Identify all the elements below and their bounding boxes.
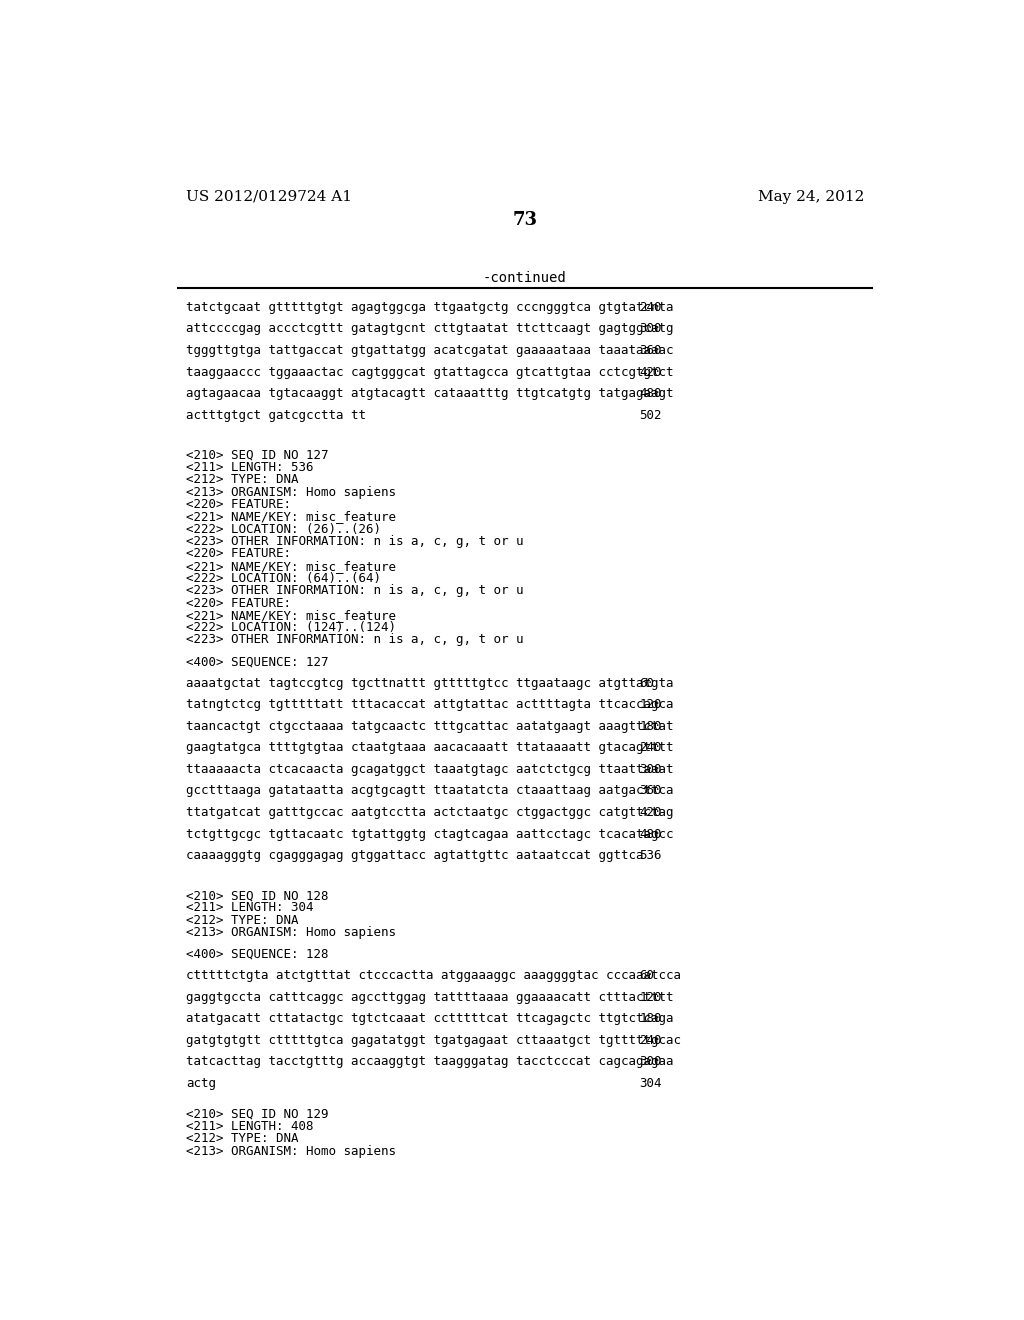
Text: 60: 60	[640, 677, 654, 689]
Text: gaggtgccta catttcaggc agccttggag tattttaaaa ggaaaacatt ctttactttt: gaggtgccta catttcaggc agccttggag tatttta…	[186, 991, 674, 1003]
Text: <222> LOCATION: (124)..(124): <222> LOCATION: (124)..(124)	[186, 622, 396, 634]
Text: <211> LENGTH: 408: <211> LENGTH: 408	[186, 1121, 313, 1133]
Text: 502: 502	[640, 409, 662, 421]
Text: 300: 300	[640, 1056, 662, 1068]
Text: <221> NAME/KEY: misc_feature: <221> NAME/KEY: misc_feature	[186, 560, 396, 573]
Text: 180: 180	[640, 1012, 662, 1026]
Text: 300: 300	[640, 763, 662, 776]
Text: <212> TYPE: DNA: <212> TYPE: DNA	[186, 1133, 299, 1146]
Text: <223> OTHER INFORMATION: n is a, c, g, t or u: <223> OTHER INFORMATION: n is a, c, g, t…	[186, 634, 523, 647]
Text: 420: 420	[640, 366, 662, 379]
Text: <222> LOCATION: (26)..(26): <222> LOCATION: (26)..(26)	[186, 523, 381, 536]
Text: 536: 536	[640, 849, 662, 862]
Text: <212> TYPE: DNA: <212> TYPE: DNA	[186, 474, 299, 486]
Text: tatcacttag tacctgtttg accaaggtgt taagggatag tacctcccat cagcagagaa: tatcacttag tacctgtttg accaaggtgt taaggga…	[186, 1056, 674, 1068]
Text: actttgtgct gatcgcctta tt: actttgtgct gatcgcctta tt	[186, 409, 367, 421]
Text: <210> SEQ ID NO 128: <210> SEQ ID NO 128	[186, 890, 329, 902]
Text: ttatgatcat gatttgccac aatgtcctta actctaatgc ctggactggc catgttctag: ttatgatcat gatttgccac aatgtcctta actctaa…	[186, 807, 674, 818]
Text: gaagtatgca ttttgtgtaa ctaatgtaaa aacacaaatt ttataaaatt gtacagtttt: gaagtatgca ttttgtgtaa ctaatgtaaa aacacaa…	[186, 742, 674, 754]
Text: 304: 304	[640, 1077, 662, 1090]
Text: ttaaaaacta ctcacaacta gcagatggct taaatgtagc aatctctgcg ttaattaaat: ttaaaaacta ctcacaacta gcagatggct taaatgt…	[186, 763, 674, 776]
Text: tctgttgcgc tgttacaatc tgtattggtg ctagtcagaa aattcctagc tcacatagcc: tctgttgcgc tgttacaatc tgtattggtg ctagtca…	[186, 828, 674, 841]
Text: 240: 240	[640, 301, 662, 314]
Text: taaggaaccc tggaaactac cagtgggcat gtattagcca gtcattgtaa cctcgtgtct: taaggaaccc tggaaactac cagtgggcat gtattag…	[186, 366, 674, 379]
Text: <221> NAME/KEY: misc_feature: <221> NAME/KEY: misc_feature	[186, 609, 396, 622]
Text: 360: 360	[640, 345, 662, 356]
Text: -continued: -continued	[483, 271, 566, 285]
Text: 120: 120	[640, 991, 662, 1003]
Text: 180: 180	[640, 719, 662, 733]
Text: <220> FEATURE:: <220> FEATURE:	[186, 597, 291, 610]
Text: <210> SEQ ID NO 127: <210> SEQ ID NO 127	[186, 449, 329, 462]
Text: atatgacatt cttatactgc tgtctcaaat cctttttcat ttcagagctc ttgtctcaga: atatgacatt cttatactgc tgtctcaaat ccttttt…	[186, 1012, 674, 1026]
Text: <213> ORGANISM: Homo sapiens: <213> ORGANISM: Homo sapiens	[186, 486, 396, 499]
Text: 480: 480	[640, 828, 662, 841]
Text: taancactgt ctgcctaaaa tatgcaactc tttgcattac aatatgaagt aaagttctat: taancactgt ctgcctaaaa tatgcaactc tttgcat…	[186, 719, 674, 733]
Text: <220> FEATURE:: <220> FEATURE:	[186, 548, 291, 560]
Text: 73: 73	[512, 211, 538, 228]
Text: <222> LOCATION: (64)..(64): <222> LOCATION: (64)..(64)	[186, 572, 381, 585]
Text: tatngtctcg tgtttttatt tttacaccat attgtattac acttttagta ttcaccagca: tatngtctcg tgtttttatt tttacaccat attgtat…	[186, 698, 674, 711]
Text: <210> SEQ ID NO 129: <210> SEQ ID NO 129	[186, 1107, 329, 1121]
Text: <400> SEQUENCE: 128: <400> SEQUENCE: 128	[186, 948, 329, 961]
Text: attccccgag accctcgttt gatagtgcnt cttgtaatat ttcttcaagt gagtggcatg: attccccgag accctcgttt gatagtgcnt cttgtaa…	[186, 322, 674, 335]
Text: <223> OTHER INFORMATION: n is a, c, g, t or u: <223> OTHER INFORMATION: n is a, c, g, t…	[186, 535, 523, 548]
Text: <223> OTHER INFORMATION: n is a, c, g, t or u: <223> OTHER INFORMATION: n is a, c, g, t…	[186, 585, 523, 597]
Text: caaaagggtg cgagggagag gtggattacc agtattgttc aataatccat ggttca: caaaagggtg cgagggagag gtggattacc agtattg…	[186, 849, 644, 862]
Text: 420: 420	[640, 807, 662, 818]
Text: gatgtgtgtt ctttttgtca gagatatggt tgatgagaat cttaaatgct tgtttttgcac: gatgtgtgtt ctttttgtca gagatatggt tgatgag…	[186, 1034, 681, 1047]
Text: <220> FEATURE:: <220> FEATURE:	[186, 498, 291, 511]
Text: tatctgcaat gtttttgtgt agagtggcga ttgaatgctg cccngggtca gtgtatcnta: tatctgcaat gtttttgtgt agagtggcga ttgaatg…	[186, 301, 674, 314]
Text: 240: 240	[640, 742, 662, 754]
Text: 120: 120	[640, 698, 662, 711]
Text: 360: 360	[640, 784, 662, 797]
Text: US 2012/0129724 A1: US 2012/0129724 A1	[186, 190, 352, 203]
Text: 240: 240	[640, 1034, 662, 1047]
Text: <400> SEQUENCE: 127: <400> SEQUENCE: 127	[186, 655, 329, 668]
Text: 480: 480	[640, 387, 662, 400]
Text: gcctttaaga gatataatta acgtgcagtt ttaatatcta ctaaattaag aatgacttca: gcctttaaga gatataatta acgtgcagtt ttaatat…	[186, 784, 674, 797]
Text: <221> NAME/KEY: misc_feature: <221> NAME/KEY: misc_feature	[186, 511, 396, 523]
Text: <211> LENGTH: 536: <211> LENGTH: 536	[186, 461, 313, 474]
Text: tgggttgtga tattgaccat gtgattatgg acatcgatat gaaaaataaa taaataaaac: tgggttgtga tattgaccat gtgattatgg acatcga…	[186, 345, 674, 356]
Text: <211> LENGTH: 304: <211> LENGTH: 304	[186, 902, 313, 915]
Text: aaaatgctat tagtccgtcg tgcttnattt gtttttgtcc ttgaataagc atgttatgta: aaaatgctat tagtccgtcg tgcttnattt gtttttg…	[186, 677, 674, 689]
Text: <212> TYPE: DNA: <212> TYPE: DNA	[186, 913, 299, 927]
Text: 60: 60	[640, 969, 654, 982]
Text: May 24, 2012: May 24, 2012	[758, 190, 864, 203]
Text: ctttttctgta atctgtttat ctcccactta atggaaaggc aaaggggtac cccaaatcca: ctttttctgta atctgtttat ctcccactta atggaa…	[186, 969, 681, 982]
Text: <213> ORGANISM: Homo sapiens: <213> ORGANISM: Homo sapiens	[186, 927, 396, 939]
Text: actg: actg	[186, 1077, 216, 1090]
Text: <213> ORGANISM: Homo sapiens: <213> ORGANISM: Homo sapiens	[186, 1144, 396, 1158]
Text: agtagaacaa tgtacaaggt atgtacagtt cataaatttg ttgtcatgtg tatgagaagt: agtagaacaa tgtacaaggt atgtacagtt cataaat…	[186, 387, 674, 400]
Text: 300: 300	[640, 322, 662, 335]
